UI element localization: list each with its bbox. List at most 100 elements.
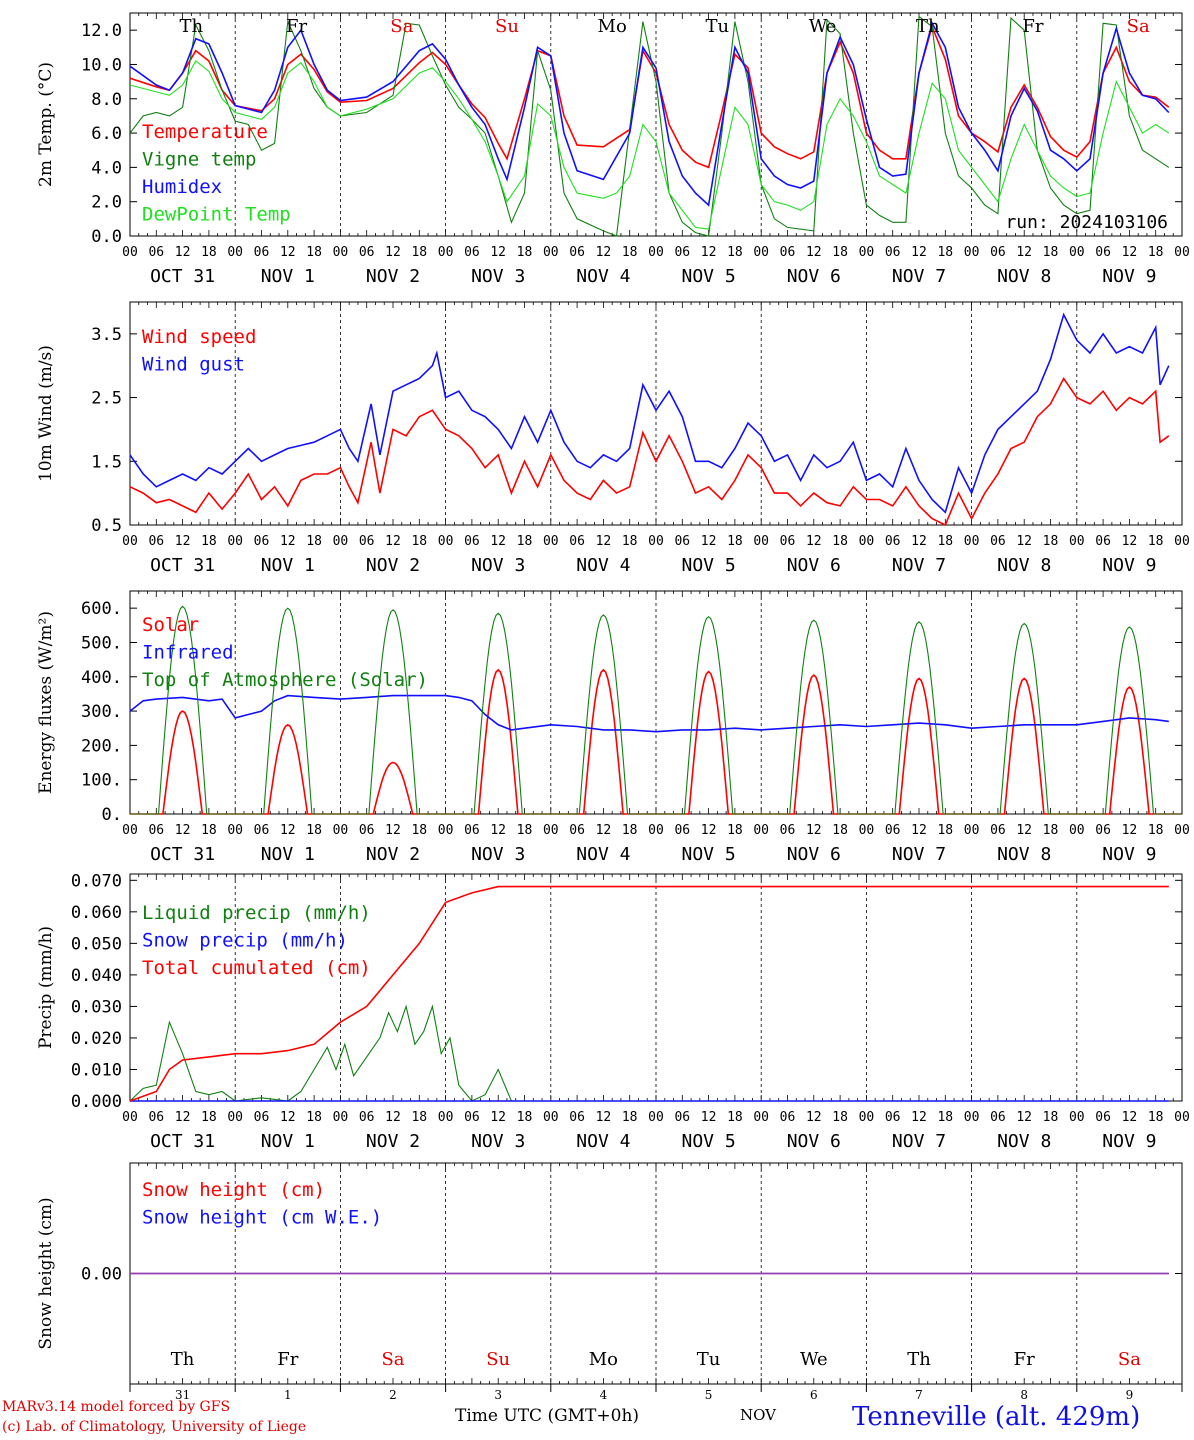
hour-label: 06 xyxy=(674,823,690,838)
date-label: OCT 31 xyxy=(150,555,215,576)
legend-entry: Vigne temp xyxy=(142,149,256,171)
month-label: NOV xyxy=(740,1406,776,1424)
date-label: NOV 3 xyxy=(471,844,525,865)
hour-label: 18 xyxy=(727,245,743,260)
hour-label: 18 xyxy=(622,1110,638,1125)
hour-label: 00 xyxy=(859,1110,875,1125)
weekday-label-bottom: Tu xyxy=(697,1349,721,1370)
hour-label: 06 xyxy=(1095,534,1111,549)
hour-label: 06 xyxy=(674,534,690,549)
hour-label: 18 xyxy=(306,823,322,838)
date-label: NOV 7 xyxy=(892,1131,946,1152)
hour-label: 12 xyxy=(1016,245,1032,260)
series-line-humidex xyxy=(129,21,1170,207)
y-axis-title: Snow height (cm) xyxy=(36,1197,56,1349)
y-tick-label: 2.5 xyxy=(91,389,122,409)
hour-label: 18 xyxy=(306,245,322,260)
hour-label: 00 xyxy=(859,534,875,549)
legend-entry: DewPoint Temp xyxy=(142,204,291,226)
hour-label: 06 xyxy=(254,245,270,260)
hour-label: 18 xyxy=(201,245,217,260)
weekday-label-bottom: Sa xyxy=(1118,1349,1141,1370)
date-label: NOV 6 xyxy=(787,266,841,287)
hour-label: 12 xyxy=(385,534,401,549)
hour-label: 06 xyxy=(990,245,1006,260)
weekday-label-top: Mo xyxy=(598,16,627,37)
hour-label: 18 xyxy=(201,823,217,838)
hour-label: 06 xyxy=(254,823,270,838)
y-tick-label: 0.070 xyxy=(71,871,122,891)
date-label: NOV 1 xyxy=(261,266,315,287)
weekday-label-bottom: We xyxy=(800,1349,828,1370)
panel-2: 0.5 1.5 2.5 3.5 10m Wind (m/s) Wind speed Wind… xyxy=(36,301,1190,576)
hour-label: 06 xyxy=(990,823,1006,838)
legend-entry: Infrared xyxy=(142,642,234,664)
hour-label: 12 xyxy=(911,1110,927,1125)
hour-label: 12 xyxy=(911,823,927,838)
hour-label: 06 xyxy=(780,823,796,838)
plot-frame xyxy=(129,590,1183,815)
hour-label: 12 xyxy=(596,534,612,549)
series-line-top-of-atmosphere-solar- xyxy=(130,605,1180,815)
hour-label: 00 xyxy=(543,534,559,549)
hour-label: 18 xyxy=(937,534,953,549)
hour-label: 00 xyxy=(964,534,980,549)
hour-label: 00 xyxy=(227,823,243,838)
hour-label: 00 xyxy=(648,1110,664,1125)
y-tick-label: 0.060 xyxy=(71,903,122,923)
hour-label: 18 xyxy=(517,245,533,260)
hour-label: 12 xyxy=(701,1110,717,1125)
y-tick-label: 0.030 xyxy=(71,997,122,1017)
y-tick-label: 0.050 xyxy=(71,934,122,954)
date-label: NOV 1 xyxy=(261,844,315,865)
hour-label: 12 xyxy=(175,823,191,838)
weekday-label-top: Fr xyxy=(1022,16,1043,37)
hour-label: 12 xyxy=(490,1110,506,1125)
date-label: OCT 31 xyxy=(150,266,215,287)
date-label: NOV 2 xyxy=(366,1131,420,1152)
hour-label: 06 xyxy=(569,823,585,838)
hour-label: 00 xyxy=(1174,823,1190,838)
hour-label: 00 xyxy=(438,823,454,838)
hour-label: 12 xyxy=(175,534,191,549)
panel-1: 0.0 2.0 4.0 6.0 8.0 10.0 12.0 2m Temp. (°C) Temp… xyxy=(36,12,1190,287)
hour-label: 18 xyxy=(937,1110,953,1125)
date-label: NOV 6 xyxy=(787,555,841,576)
y-tick-label: 0. xyxy=(102,805,122,825)
series-line-total-cumulated-cm- xyxy=(129,885,1169,1102)
hour-label: 06 xyxy=(1095,245,1111,260)
legend-entry: Snow height (cm) xyxy=(142,1179,325,1201)
series-line-solar xyxy=(130,668,1180,815)
legend-entry: Snow precip (mm/h) xyxy=(142,930,348,952)
hour-label: 00 xyxy=(753,823,769,838)
hour-label: 12 xyxy=(596,823,612,838)
hour-label: 00 xyxy=(1069,245,1085,260)
hour-label: 06 xyxy=(464,1110,480,1125)
y-tick-label: 6.0 xyxy=(91,124,122,144)
hour-label: 00 xyxy=(859,823,875,838)
legend-entry: Temperature xyxy=(142,121,268,143)
hour-label: 12 xyxy=(1122,1110,1138,1125)
y-tick-label: 0.00 xyxy=(81,1265,122,1285)
day-number-label: 3 xyxy=(494,1388,502,1402)
weekday-label-top: We xyxy=(809,16,837,37)
date-label: NOV 4 xyxy=(576,1131,630,1152)
weekday-label-top: Th xyxy=(916,16,940,37)
hour-label: 06 xyxy=(569,534,585,549)
hour-label: 00 xyxy=(964,245,980,260)
y-tick-label: 0.5 xyxy=(91,516,122,536)
date-label: NOV 3 xyxy=(471,1131,525,1152)
y-tick-label: 600. xyxy=(81,599,122,619)
date-label: NOV 6 xyxy=(787,844,841,865)
date-label: NOV 9 xyxy=(1102,1131,1156,1152)
hour-label: 18 xyxy=(411,245,427,260)
hour-label: 00 xyxy=(1174,534,1190,549)
legend-entry: Humidex xyxy=(142,176,222,198)
hour-label: 06 xyxy=(359,245,375,260)
hour-label: 00 xyxy=(1069,534,1085,549)
hour-label: 06 xyxy=(148,534,164,549)
hour-label: 12 xyxy=(175,245,191,260)
date-label: NOV 1 xyxy=(261,555,315,576)
weekday-label-top: Su xyxy=(495,16,519,37)
